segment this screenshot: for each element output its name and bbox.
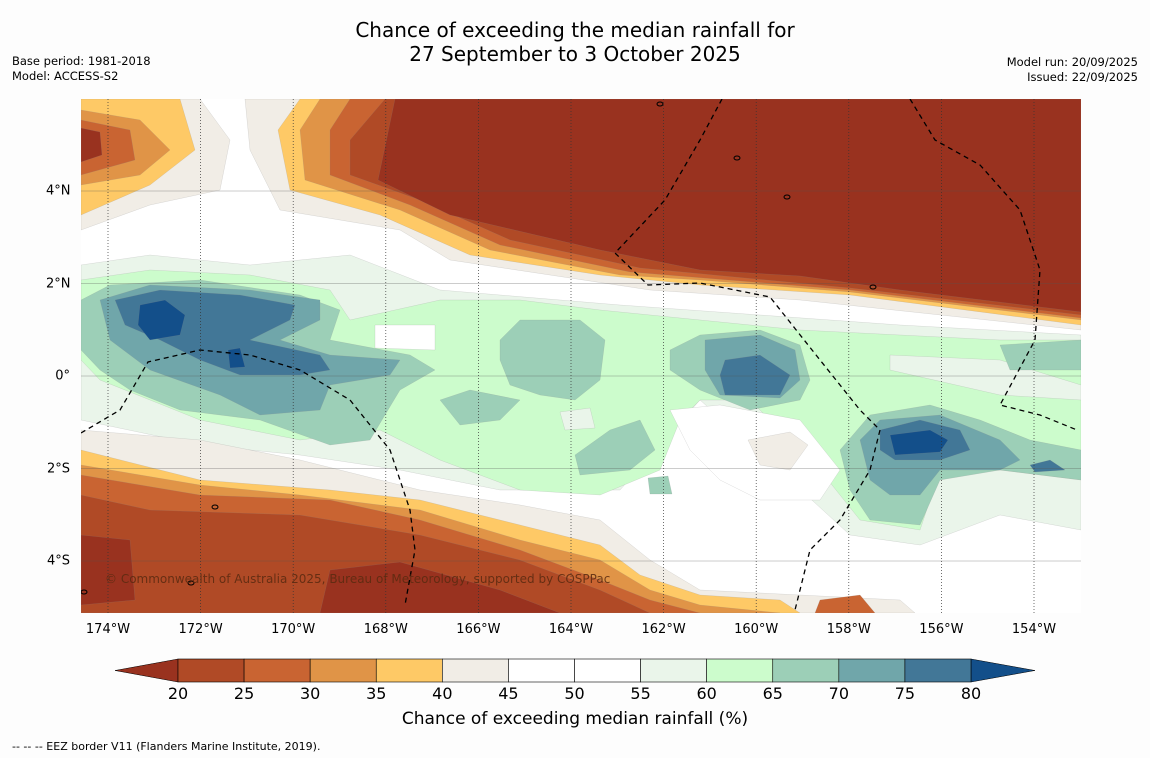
colorbar-tick-label: 60 [696,684,717,703]
colorbar-tick-label: 35 [366,684,387,703]
colorbar-extend-high [970,658,1036,683]
colorbar-tick-label: 65 [762,684,783,703]
contour-below-20-northwest [81,127,103,163]
colorbar-tick-label: 20 [167,684,189,703]
contour-65-70-patch [999,339,1081,371]
colorbar-segment [772,658,840,683]
island-outline [211,504,219,510]
base-period: Base period: 1981-2018 [12,54,151,68]
contour-75-80-patch [1029,459,1066,473]
contour-below-20-north [377,99,1081,313]
longitude-label: 170°W [271,622,316,637]
contour-55-60-patch [889,354,1081,401]
longitude-label: 156°W [919,622,964,637]
colorbar-label: Chance of exceeding median rainfall (%) [401,709,749,729]
colorbar-extend-low [114,658,179,683]
eez-border-line [614,99,881,611]
contour-25-30-patch [814,594,876,613]
colorbar-tick-label: 75 [894,684,916,703]
island-outline [733,155,741,161]
contour-65-70-patch [574,419,656,476]
island-outline [187,580,195,586]
colorbar-segment [640,658,707,683]
latitude-label: 4°S [46,553,70,569]
latitude-label: 0° [55,368,70,384]
colorbar-tick-label: 55 [630,684,651,703]
contour-below-20-south [319,561,561,613]
colorbar-segment [508,658,575,683]
map-title: Chance of exceeding the median rainfall … [0,18,1150,66]
colorbar-segment [706,658,774,683]
island-outline [81,589,88,595]
colorbar-segment [574,658,641,683]
contour-above-80-west [137,299,186,341]
model-name: Model: ACCESS-S2 [12,69,119,83]
latitude-label: 2°N [46,276,71,291]
colorbar-tick-label: 50 [564,684,585,703]
contour-20-25-south [81,494,651,613]
title-line-2: 27 September to 3 October 2025 [409,42,741,66]
longitude-label: 154°W [1011,622,1057,637]
colorbar-segment [442,658,509,683]
contour-65-70-central [439,389,521,426]
eez-border-line [81,349,416,606]
contour-45-55-patch [374,324,436,351]
contour-65-70-patch [647,475,673,495]
meta-left: Base period: 1981-2018 Model: ACCESS-S2 [12,54,151,84]
colorbar-tick-label: 40 [432,684,453,703]
longitude-label: 164°W [548,622,594,637]
colorbar-segment [904,658,972,683]
latitude-label: 2°S [46,461,70,476]
colorbar-tick-label: 70 [828,684,850,703]
latitude-label: 4°N [46,183,71,199]
colorbar-segment [309,658,377,683]
title-line-1: Chance of exceeding the median rainfall … [355,18,795,42]
contour-55-60-patch [559,407,596,431]
colorbar-tick-label: 30 [299,684,321,703]
copyright-notice: © Commonwealth of Australia 2025, Bureau… [105,572,611,586]
colorbar-segment [243,658,311,683]
colorbar-tick-label: 45 [498,684,519,703]
colorbar-segment [375,658,443,683]
island-outline [783,194,791,200]
island-outline [656,101,664,107]
longitude-label: 166°W [456,622,501,637]
contour-65-70-central [499,319,606,401]
colorbar-tick-label: 80 [960,684,982,703]
contour-40-45-patch [747,431,809,471]
issued-date: Issued: 22/09/2025 [1027,70,1138,84]
contour-75-80-east [719,354,791,396]
longitude-label: 168°W [363,622,408,637]
eez-border-line [909,99,1078,431]
meta-right: Model run: 20/09/2025 Issued: 22/09/2025 [1007,55,1138,85]
longitude-label: 158°W [826,622,871,637]
eez-legend-note: -- -- -- EEZ border V11 (Flanders Marine… [12,740,321,753]
longitude-label: 172°W [178,622,223,637]
contour-above-80-west [227,347,246,369]
colorbar-segment [838,658,906,683]
colorbar-tick-label: 25 [233,684,255,703]
longitude-label: 174°W [85,622,131,637]
longitude-label: 160°W [734,622,779,637]
island-outline [869,284,877,290]
model-run: Model run: 20/09/2025 [1006,55,1138,69]
colorbar-segment [177,658,245,683]
longitude-label: 162°W [641,622,686,637]
contour-above-80-southeast [889,429,949,456]
